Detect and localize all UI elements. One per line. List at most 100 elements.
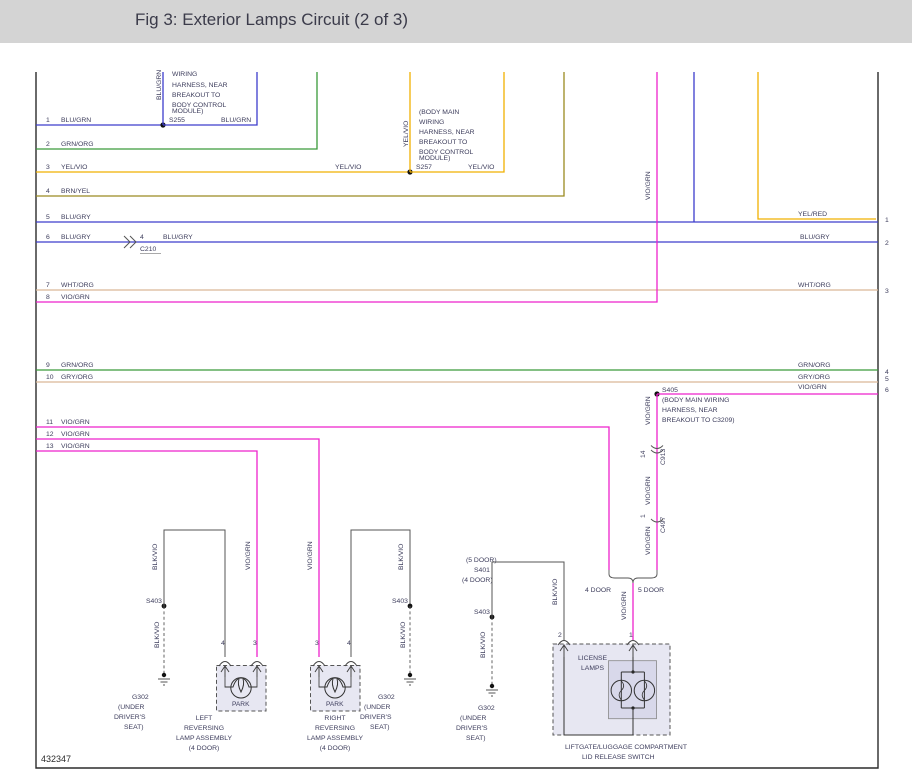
svg-text:5: 5 [885,376,889,383]
svg-text:11: 11 [46,419,53,426]
svg-text:SEAT): SEAT) [124,724,144,731]
svg-text:S403: S403 [474,609,490,616]
svg-text:VIO/GRN: VIO/GRN [307,541,314,570]
svg-text:4: 4 [221,640,225,647]
svg-text:1: 1 [640,514,647,518]
svg-text:4: 4 [885,369,889,376]
svg-text:9: 9 [46,362,50,369]
svg-text:BLK/VIO: BLK/VIO [552,579,559,605]
svg-text:LIFTGATE/LUGGAGE COMPARTMENT: LIFTGATE/LUGGAGE COMPARTMENT [565,744,687,751]
svg-text:SEAT): SEAT) [370,724,390,731]
svg-text:10: 10 [46,374,54,381]
svg-text:LEFT: LEFT [196,715,213,722]
svg-text:BLU/GRY: BLU/GRY [61,234,91,241]
svg-text:BLU/GRN: BLU/GRN [156,70,163,100]
svg-text:C210: C210 [140,246,156,253]
svg-text:BRN/YEL: BRN/YEL [61,188,90,195]
svg-text:12: 12 [46,431,54,438]
svg-text:LAMP ASSEMBLY: LAMP ASSEMBLY [307,735,364,742]
svg-text:BLK/VIO: BLK/VIO [154,622,161,648]
svg-text:(BODY MAIN: (BODY MAIN [419,109,459,116]
svg-text:S403: S403 [392,598,408,605]
svg-text:(UNDER: (UNDER [364,704,391,711]
svg-text:GRY/ORG: GRY/ORG [61,374,93,381]
svg-text:VIO/GRN: VIO/GRN [245,541,252,570]
svg-text:SEAT): SEAT) [466,735,486,742]
svg-text:3: 3 [253,640,257,647]
svg-text:7: 7 [46,282,50,289]
svg-text:5: 5 [46,214,50,221]
svg-text:VIO/GRN: VIO/GRN [621,591,628,620]
svg-text:VIO/GRN: VIO/GRN [798,384,827,391]
svg-text:BLU/GRY: BLU/GRY [61,214,91,221]
svg-text:VIO/GRN: VIO/GRN [61,419,90,426]
svg-text:4: 4 [347,640,351,647]
svg-text:BLK/VIO: BLK/VIO [152,544,159,570]
svg-text:WHT/ORG: WHT/ORG [798,282,831,289]
svg-text:432347: 432347 [41,754,71,764]
svg-text:2: 2 [558,632,562,639]
svg-text:LAMP ASSEMBLY: LAMP ASSEMBLY [176,735,233,742]
svg-text:REVERSING: REVERSING [184,725,224,732]
svg-text:1: 1 [46,117,50,124]
svg-text:VIO/GRN: VIO/GRN [645,476,652,505]
svg-text:G302: G302 [132,694,149,701]
svg-text:4: 4 [140,234,144,241]
svg-text:G302: G302 [478,705,495,712]
svg-text:GRN/ORG: GRN/ORG [61,141,93,148]
svg-text:VIO/GRN: VIO/GRN [61,431,90,438]
svg-text:S405: S405 [662,387,678,394]
svg-text:1: 1 [885,217,889,224]
svg-text:MODULE): MODULE) [172,108,203,115]
svg-text:C497: C497 [660,517,667,533]
svg-text:VIO/GRN: VIO/GRN [61,294,90,301]
svg-text:LID RELEASE SWITCH: LID RELEASE SWITCH [582,754,655,761]
svg-text:S255: S255 [169,117,185,124]
svg-text:HARNESS, NEAR: HARNESS, NEAR [662,407,718,414]
svg-text:(UNDER: (UNDER [460,715,487,722]
svg-text:BLU/GRY: BLU/GRY [163,234,193,241]
svg-text:G302: G302 [378,694,395,701]
svg-text:S257: S257 [416,164,432,171]
svg-text:BLU/GRY: BLU/GRY [800,234,830,241]
svg-text:GRN/ORG: GRN/ORG [798,362,830,369]
svg-text:4 DOOR: 4 DOOR [585,587,611,594]
svg-text:VIO/GRN: VIO/GRN [645,396,652,425]
svg-text:WIRING: WIRING [172,71,197,78]
svg-text:6: 6 [885,387,889,394]
svg-text:VIO/GRN: VIO/GRN [61,443,90,450]
svg-text:(4 DOOR): (4 DOOR) [189,745,220,752]
svg-text:HARNESS, NEAR: HARNESS, NEAR [419,129,475,136]
svg-text:REVERSING: REVERSING [315,725,355,732]
svg-text:8: 8 [46,294,50,301]
svg-text:(BODY MAIN WIRING: (BODY MAIN WIRING [662,397,729,404]
svg-text:PARK: PARK [326,701,344,708]
svg-text:2: 2 [885,240,889,247]
svg-text:YEL/RED: YEL/RED [798,211,827,218]
svg-text:GRY/ORG: GRY/ORG [798,374,830,381]
svg-text:YEL/VIO: YEL/VIO [403,121,410,147]
svg-text:S401: S401 [474,567,490,574]
svg-text:BREAKOUT TO: BREAKOUT TO [172,92,220,99]
svg-text:14: 14 [640,450,647,458]
svg-text:HARNESS, NEAR: HARNESS, NEAR [172,82,228,89]
svg-text:13: 13 [46,443,54,450]
svg-text:YEL/VIO: YEL/VIO [335,164,361,171]
svg-text:5 DOOR: 5 DOOR [638,587,664,594]
svg-text:VIO/GRN: VIO/GRN [645,526,652,555]
svg-text:DRIVER'S: DRIVER'S [360,714,392,721]
svg-text:C913: C913 [660,449,667,465]
svg-text:GRN/ORG: GRN/ORG [61,362,93,369]
svg-text:BLU/GRN: BLU/GRN [61,117,91,124]
svg-text:1: 1 [629,632,633,639]
svg-text:LAMPS: LAMPS [581,665,605,672]
svg-text:(UNDER: (UNDER [118,704,145,711]
svg-text:3: 3 [46,164,50,171]
svg-text:S403: S403 [146,598,162,605]
svg-text:VIO/GRN: VIO/GRN [645,171,652,200]
svg-text:2: 2 [46,141,50,148]
svg-text:3: 3 [885,288,889,295]
svg-text:DRIVER'S: DRIVER'S [114,714,146,721]
svg-text:PARK: PARK [232,701,250,708]
svg-text:LICENSE: LICENSE [578,655,608,662]
